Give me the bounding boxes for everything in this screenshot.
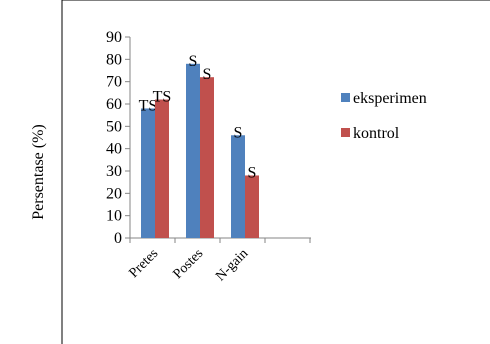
y-tick-label: 60 bbox=[106, 96, 122, 113]
plot-area: 0102030405060708090TSTSPretesSSPostesSSN… bbox=[106, 29, 311, 284]
x-tick-label-postes: Postes bbox=[170, 246, 206, 282]
data-label: TS bbox=[153, 89, 172, 106]
y-tick-label: 30 bbox=[106, 163, 122, 180]
bar-kontrol-pretes bbox=[155, 99, 169, 239]
legend-label-kontrol: kontrol bbox=[353, 125, 400, 142]
y-tick-label: 0 bbox=[114, 230, 122, 247]
y-tick-label: 50 bbox=[106, 118, 122, 135]
y-tick-label: 20 bbox=[106, 185, 122, 202]
legend-swatch-kontrol bbox=[341, 128, 350, 137]
legend-label-eksperimen: eksperimen bbox=[353, 90, 427, 107]
x-tick-label-n-gain: N-gain bbox=[213, 246, 251, 284]
bar-kontrol-postes bbox=[200, 77, 214, 238]
bar-eksperimen-postes bbox=[186, 63, 200, 238]
y-tick-label: 90 bbox=[106, 29, 122, 46]
y-axis-title: Persentase (%) bbox=[30, 124, 47, 220]
y-tick-label: 70 bbox=[106, 74, 122, 91]
y-tick-label: 10 bbox=[106, 208, 122, 225]
data-label: S bbox=[248, 164, 257, 181]
y-tick-label: 80 bbox=[106, 51, 122, 68]
y-tick-label: 40 bbox=[106, 141, 122, 158]
x-tick-label-pretes: Pretes bbox=[127, 246, 162, 281]
legend: eksperimen kontrol bbox=[341, 90, 427, 142]
bar-eksperimen-n-gain bbox=[231, 135, 245, 238]
data-label: S bbox=[203, 66, 212, 83]
legend-swatch-eksperimen bbox=[341, 93, 350, 102]
data-label: S bbox=[234, 124, 243, 141]
bar-kontrol-n-gain bbox=[245, 175, 259, 238]
bar-eksperimen-pretes bbox=[141, 108, 155, 238]
data-label: S bbox=[189, 53, 198, 70]
data-label: TS bbox=[139, 97, 158, 114]
